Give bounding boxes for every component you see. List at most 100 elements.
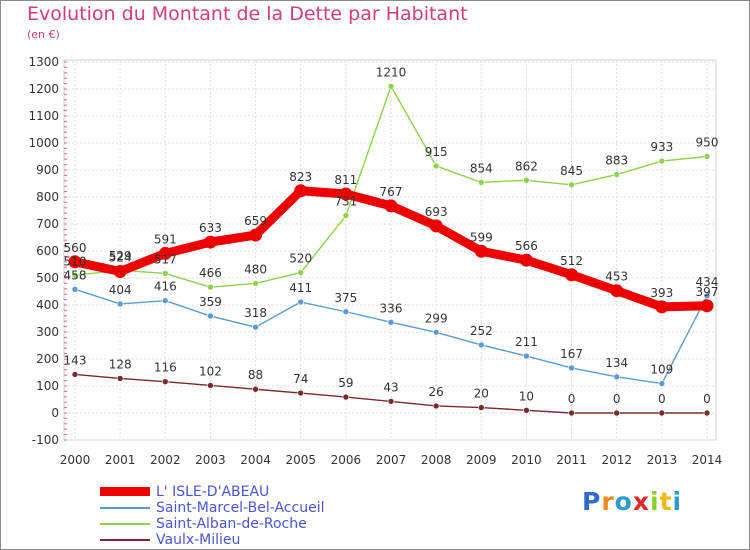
data-label-vaulx-milieu: 0 — [658, 392, 666, 406]
data-label-saint-alban-de-roche: 854 — [470, 161, 493, 175]
data-point-l-isle-d-abeau — [429, 219, 443, 233]
x-tick-label: 2010 — [511, 453, 542, 467]
legend-swatch-saint-alban — [100, 523, 150, 525]
x-tick-label: 2011 — [556, 453, 587, 467]
legend-item-saint-alban: Saint-Alban-de-Roche — [100, 516, 360, 532]
data-label-vaulx-milieu: 0 — [613, 392, 621, 406]
data-label-vaulx-milieu: 0 — [703, 392, 711, 406]
data-label-vaulx-milieu: 116 — [154, 361, 177, 375]
data-label-saint-marcel-bel-accueil: 211 — [515, 335, 538, 349]
data-point-l-isle-d-abeau — [519, 253, 533, 267]
data-label-saint-marcel-bel-accueil: 416 — [154, 280, 177, 294]
data-label-l-isle-d-abeau: 659 — [244, 214, 267, 228]
x-tick-label: 2003 — [195, 453, 226, 467]
data-point-saint-alban-de-roche — [207, 283, 214, 291]
y-tick-label: 1200 — [28, 82, 59, 96]
data-point-saint-marcel-bel-accueil — [432, 328, 440, 336]
data-label-saint-alban-de-roche: 950 — [696, 136, 719, 150]
data-label-vaulx-milieu: 20 — [474, 387, 489, 401]
data-point-vaulx-milieu — [703, 409, 711, 417]
data-point-l-isle-d-abeau — [384, 199, 398, 213]
legend-label-isle-dabeau: L' ISLE-D'ABEAU — [156, 484, 270, 500]
data-point-vaulx-milieu — [252, 385, 259, 393]
data-point-saint-marcel-bel-accueil — [568, 364, 575, 372]
x-tick-label: 2006 — [331, 453, 362, 467]
x-tick-label: 2005 — [285, 453, 316, 467]
data-point-vaulx-milieu — [477, 404, 485, 411]
data-label-saint-marcel-bel-accueil: 434 — [696, 275, 719, 289]
data-point-vaulx-milieu — [297, 389, 305, 397]
data-label-saint-alban-de-roche: 883 — [605, 154, 628, 168]
plot-area — [63, 59, 717, 441]
data-point-saint-alban-de-roche — [297, 269, 305, 276]
data-point-saint-marcel-bel-accueil — [297, 298, 305, 306]
logo-letter: i — [672, 487, 683, 516]
data-label-saint-marcel-bel-accueil: 318 — [244, 306, 267, 320]
y-tick-label: 500 — [36, 271, 59, 285]
y-tick-label: 700 — [36, 217, 59, 231]
data-point-saint-alban-de-roche — [613, 171, 621, 178]
y-tick-label: 200 — [36, 352, 59, 366]
data-label-l-isle-d-abeau: 693 — [425, 205, 448, 219]
data-label-l-isle-d-abeau: 453 — [605, 270, 628, 284]
chart-title: Evolution du Montant de la Dette par Hab… — [27, 3, 468, 25]
data-label-saint-marcel-bel-accueil: 359 — [199, 295, 222, 309]
data-point-saint-alban-de-roche — [387, 83, 395, 90]
legend-label-vaulx-milieu: Vaulx-Milieu — [156, 532, 241, 548]
data-point-saint-alban-de-roche — [432, 162, 440, 170]
data-point-saint-marcel-bel-accueil — [703, 292, 711, 300]
data-label-saint-alban-de-roche: 529 — [109, 249, 132, 263]
data-point-vaulx-milieu — [658, 409, 666, 417]
data-label-saint-alban-de-roche: 862 — [515, 159, 538, 173]
data-point-vaulx-milieu — [523, 406, 530, 414]
data-point-l-isle-d-abeau — [339, 187, 353, 201]
data-point-vaulx-milieu — [387, 398, 395, 405]
data-label-l-isle-d-abeau: 633 — [199, 221, 222, 235]
data-point-saint-marcel-bel-accueil — [116, 300, 124, 308]
data-label-vaulx-milieu: 74 — [293, 372, 308, 386]
data-label-saint-alban-de-roche: 1210 — [376, 65, 407, 79]
data-label-saint-alban-de-roche: 933 — [650, 140, 673, 154]
data-label-vaulx-milieu: 59 — [338, 376, 353, 390]
data-point-vaulx-milieu — [207, 382, 214, 389]
data-point-l-isle-d-abeau — [655, 300, 669, 314]
data-label-saint-alban-de-roche: 731 — [334, 195, 357, 209]
data-point-saint-alban-de-roche — [252, 280, 259, 287]
data-label-vaulx-milieu: 88 — [248, 368, 263, 382]
legend-item-saint-marcel: Saint-Marcel-Bel-Accueil — [100, 500, 360, 516]
data-point-l-isle-d-abeau — [203, 235, 217, 249]
data-label-l-isle-d-abeau: 767 — [380, 185, 403, 199]
data-label-saint-alban-de-roche: 915 — [425, 145, 448, 159]
data-point-saint-marcel-bel-accueil — [342, 308, 350, 316]
logo-letter: i — [650, 487, 660, 516]
y-tick-label: 400 — [36, 298, 59, 312]
data-label-l-isle-d-abeau: 823 — [289, 170, 312, 184]
logo-letter: o — [614, 487, 633, 516]
data-point-saint-marcel-bel-accueil — [252, 323, 259, 331]
data-label-vaulx-milieu: 102 — [199, 364, 222, 378]
data-point-saint-alban-de-roche — [658, 157, 666, 165]
data-point-saint-marcel-bel-accueil — [71, 286, 79, 293]
data-point-l-isle-d-abeau — [294, 184, 308, 198]
data-point-l-isle-d-abeau — [610, 284, 624, 298]
logo-letter: r — [601, 487, 615, 516]
data-point-l-isle-d-abeau — [113, 265, 127, 279]
y-tick-label: 0 — [51, 406, 59, 420]
y-tick-label: 800 — [36, 190, 59, 204]
data-label-l-isle-d-abeau: 560 — [64, 241, 87, 255]
y-tick-label: 1100 — [28, 109, 59, 123]
data-label-saint-marcel-bel-accueil: 252 — [470, 324, 493, 338]
y-tick-label: 1300 — [28, 55, 59, 69]
data-label-l-isle-d-abeau: 599 — [470, 230, 493, 244]
data-point-saint-alban-de-roche — [71, 271, 79, 279]
logo-letter: x — [632, 487, 650, 516]
data-point-vaulx-milieu — [116, 375, 124, 382]
data-point-saint-alban-de-roche — [161, 270, 169, 277]
legend-swatch-vaulx-milieu — [100, 539, 150, 541]
data-point-vaulx-milieu — [161, 378, 169, 385]
data-point-saint-marcel-bel-accueil — [387, 318, 395, 326]
data-point-saint-alban-de-roche — [342, 212, 350, 219]
data-label-saint-marcel-bel-accueil: 299 — [425, 311, 448, 325]
y-tick-label: 600 — [36, 244, 59, 258]
data-point-l-isle-d-abeau — [249, 228, 263, 242]
